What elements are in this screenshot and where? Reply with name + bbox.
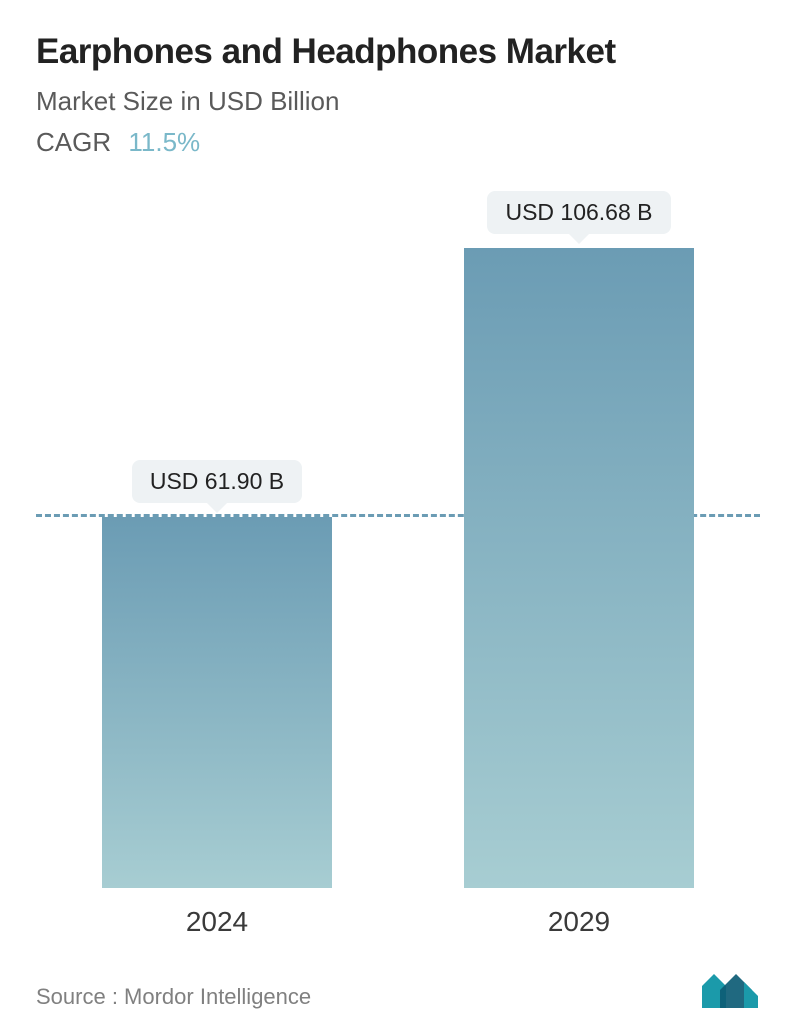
- bar-group: USD 106.68 B: [420, 191, 739, 888]
- bar-value-label: USD 106.68 B: [487, 191, 670, 234]
- cagr-label: CAGR: [36, 127, 111, 157]
- x-axis-labels: 2024 2029: [36, 906, 760, 938]
- brand-logo: [700, 968, 760, 1010]
- chart-subtitle: Market Size in USD Billion: [36, 86, 760, 117]
- bars-row: USD 61.90 B USD 106.68 B: [36, 188, 760, 888]
- chart-footer: Source : Mordor Intelligence: [36, 968, 760, 1010]
- cagr-row: CAGR 11.5%: [36, 127, 760, 158]
- x-axis-label: 2024: [58, 906, 377, 938]
- bar: [102, 517, 331, 888]
- cagr-value: 11.5%: [128, 127, 200, 157]
- bar-group: USD 61.90 B: [58, 460, 377, 888]
- chart-title: Earphones and Headphones Market: [36, 32, 760, 72]
- bar: [464, 248, 693, 888]
- x-axis-label: 2029: [420, 906, 739, 938]
- bar-value-label: USD 61.90 B: [132, 460, 302, 503]
- chart-container: Earphones and Headphones Market Market S…: [0, 0, 796, 1034]
- chart-plot-area: USD 61.90 B USD 106.68 B: [36, 188, 760, 888]
- source-text: Source : Mordor Intelligence: [36, 984, 311, 1010]
